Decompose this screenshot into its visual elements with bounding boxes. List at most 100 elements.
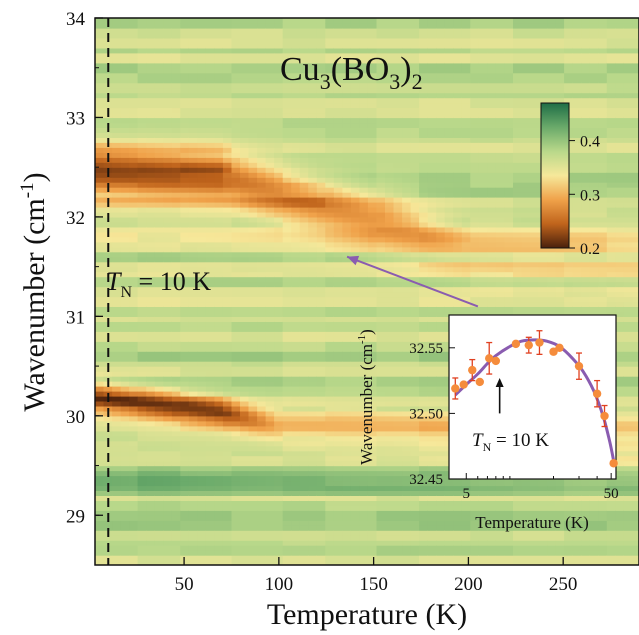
heatmap-cell	[367, 445, 377, 452]
heatmap-cell	[359, 440, 369, 447]
heatmap-cell	[470, 216, 480, 223]
heatmap-cell	[214, 92, 224, 99]
heatmap-cell	[282, 331, 292, 337]
heatmap-cell	[453, 32, 463, 39]
heatmap-cell	[112, 226, 122, 233]
heatmap-cell	[180, 535, 190, 541]
heatmap-cell	[470, 530, 480, 536]
heatmap-cell	[427, 142, 437, 148]
heatmap-cell	[419, 555, 429, 561]
heatmap-cell	[265, 525, 275, 531]
heatmap-cell	[410, 550, 420, 556]
heatmap-cell	[427, 420, 437, 427]
heatmap-cell	[333, 18, 343, 24]
heatmap-cell	[248, 87, 258, 94]
heatmap-cell	[171, 410, 181, 417]
heatmap-cell	[214, 515, 224, 521]
heatmap-cell	[120, 341, 130, 347]
heatmap-cell	[163, 62, 173, 69]
heatmap-cell	[419, 435, 429, 442]
heatmap-cell	[274, 197, 284, 203]
heatmap-cell	[282, 321, 292, 327]
heatmap-cell	[146, 182, 156, 188]
heatmap-cell	[180, 505, 190, 511]
heatmap-cell	[367, 182, 377, 188]
heatmap-cell	[427, 435, 437, 442]
heatmap-cell	[265, 137, 275, 143]
heatmap-cell	[274, 415, 284, 422]
heatmap-cell	[333, 495, 343, 501]
heatmap-cell	[376, 400, 386, 407]
heatmap-cell	[342, 505, 352, 511]
heatmap-cell	[385, 87, 395, 94]
heatmap-cell	[95, 52, 105, 59]
heatmap-cell	[461, 77, 471, 84]
heatmap-cell	[470, 251, 480, 258]
heatmap-cell	[444, 550, 454, 556]
heatmap-cell	[444, 117, 454, 124]
heatmap-cell	[188, 127, 198, 133]
heatmap-cell	[436, 386, 446, 392]
heatmap-cell	[316, 296, 326, 303]
heatmap-cell	[265, 455, 275, 462]
heatmap-cell	[214, 460, 224, 467]
heatmap-cell	[154, 256, 164, 263]
heatmap-cell	[325, 336, 335, 342]
heatmap-cell	[129, 177, 139, 183]
heatmap-cell	[163, 246, 173, 253]
heatmap-cell	[146, 57, 156, 64]
heatmap-cell	[214, 271, 224, 278]
heatmap-cell	[333, 381, 343, 387]
heatmap-cell	[402, 187, 412, 193]
heatmap-cell	[163, 311, 173, 317]
heatmap-cell	[112, 236, 122, 243]
heatmap-cell	[146, 256, 156, 263]
heatmap-cell	[393, 231, 403, 238]
heatmap-cell	[197, 351, 207, 357]
heatmap-cell	[427, 67, 437, 74]
heatmap-cell	[436, 157, 446, 163]
heatmap-cell	[163, 122, 173, 128]
heatmap-cell	[154, 490, 164, 496]
heatmap-cell	[342, 460, 352, 467]
heatmap-cell	[299, 251, 309, 258]
heatmap-cell	[137, 291, 147, 298]
heatmap-cell	[316, 117, 326, 124]
heatmap-cell	[359, 291, 369, 298]
heatmap-cell	[470, 241, 480, 248]
heatmap-cell	[180, 555, 190, 561]
heatmap-cell	[120, 192, 130, 198]
heatmap-cell	[427, 510, 437, 516]
heatmap-cell	[188, 510, 198, 516]
heatmap-cell	[163, 266, 173, 273]
heatmap-cell	[95, 515, 105, 521]
heatmap-cell	[248, 281, 258, 288]
heatmap-cell	[367, 301, 377, 307]
heatmap-cell	[436, 550, 446, 556]
heatmap-cell	[274, 211, 284, 218]
heatmap-cell	[427, 535, 437, 541]
heatmap-cell	[436, 376, 446, 382]
heatmap-cell	[180, 425, 190, 432]
heatmap-cell	[350, 187, 360, 193]
heatmap-cell	[205, 23, 215, 29]
heatmap-cell	[265, 271, 275, 278]
heatmap-cell	[325, 67, 335, 74]
heatmap-cell	[282, 172, 292, 178]
heatmap-cell	[197, 415, 207, 422]
heatmap-cell	[282, 251, 292, 258]
heatmap-cell	[95, 256, 105, 263]
heatmap-cell	[333, 177, 343, 183]
heatmap-cell	[427, 82, 437, 89]
heatmap-cell	[299, 112, 309, 119]
heatmap-cell	[214, 127, 224, 133]
heatmap-cell	[274, 475, 284, 482]
heatmap-cell	[171, 336, 181, 342]
heatmap-cell	[95, 67, 105, 74]
heatmap-cell	[137, 430, 147, 437]
heatmap-cell	[282, 420, 292, 427]
heatmap-cell	[376, 430, 386, 437]
heatmap-cell	[188, 311, 198, 317]
heatmap-cell	[154, 137, 164, 143]
heatmap-cell	[316, 381, 326, 387]
